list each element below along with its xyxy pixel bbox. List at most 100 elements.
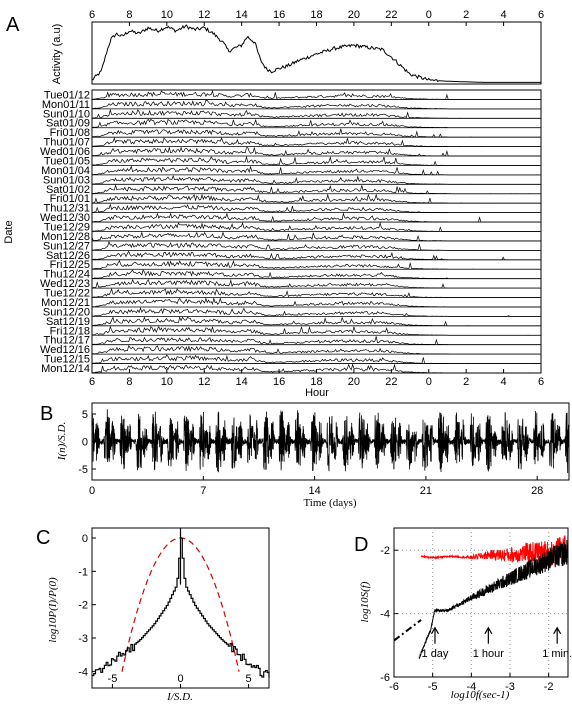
panel-c-y-axis-label: log10P(I)/P(0) [47,577,59,643]
actogram-tick-label: 12 [198,376,210,388]
panel-c-x-axis-label: I/S.D. [166,691,193,703]
actogram-row-label: Tue12/15 [44,354,90,366]
actogram-row-trace [92,165,540,176]
panel-d-x-tick-label: -3 [505,681,515,693]
actogram-row-label: Sat01/02 [46,184,90,196]
panel-c-y-tick-label: -2 [78,600,88,612]
actogram-row-trace [91,240,540,251]
panel-label-d: D [354,534,368,556]
panel-b-y-tick-label: -5 [78,464,88,476]
annotation-label: 1 min. [542,648,572,660]
actogram-row-trace [91,221,540,232]
actogram-row-trace [91,316,540,327]
actogram-row-label: Wed01/06 [40,146,90,158]
actogram-row-label: Mon01/11 [42,99,90,111]
power-law-fit-line [393,619,422,642]
panel-d-y-tick-label: -6 [380,672,390,684]
actogram-row-label: Sat12/19 [46,316,90,328]
actogram-row-label: Sun01/03 [43,174,90,186]
panel-b-y-tick-label: 5 [82,409,88,421]
actogram-tick-label: 2 [463,376,469,388]
activity-tick-label: 6 [538,9,544,21]
activity-tick-label: 22 [385,9,397,21]
actogram-row-trace [91,108,540,119]
actogram-row-label: Fri12/25 [50,259,90,271]
panel-a-actogram: Tue01/12Mon01/11Sun01/10Sat01/09Fri01/08… [3,89,544,399]
panel-b-x-tick-label: 21 [420,485,432,497]
activity-tick-label: 12 [198,9,210,21]
actogram-row-trace [91,297,540,308]
actogram-bottom-tick-labels: 6 8 10 12 14 16 18 20 22 0 2 4 6 [89,369,544,388]
annotation-label: 1 hour [473,648,505,660]
panel-d-annotations: 1 day 1 hour 1 min. [422,626,572,660]
actogram-row-label: Wed12/16 [40,344,90,356]
activity-profile-line [91,24,541,83]
actogram-row-trace [91,344,540,355]
panel-c-y-tick-label: 0 [82,533,88,545]
panel-label-a: A [6,14,20,36]
actogram-row-trace [91,278,540,289]
actogram-row-trace [91,203,540,213]
actogram-row-label: Fri01/08 [50,127,90,139]
actogram-row-label: Thu12/31 [44,203,90,215]
panel-d-y-tick-label: -4 [380,609,390,621]
actogram-row-trace [91,137,540,147]
activity-tick-label: 2 [463,9,469,21]
actogram-rows: Tue01/12Mon01/11Sun01/10Sat01/09Fri01/08… [40,89,541,375]
empirical-distribution-curve [92,528,270,678]
actogram-row-trace [91,212,540,223]
panel-c-ticks: -5 0 5 0 -1 -2 -3 -4 [78,533,252,688]
actogram-row-label: Mon01/04 [41,165,90,177]
actogram-tick-label: 22 [385,376,397,388]
actogram-row-label: Mon12/14 [41,363,90,375]
panel-c-x-tick-label: 5 [246,673,252,685]
actogram-row-label: Mon12/28 [41,231,90,243]
actogram-y-axis-label: Date [3,220,15,243]
actogram-row-trace [92,174,540,185]
actogram-tick-label: 6 [538,376,544,388]
actogram-row-trace [91,146,540,157]
panel-c-plot: -5 0 5 0 -1 -2 -3 -4 log10P(I)/P(0) I/S.D. [47,527,270,703]
actogram-row-trace [91,118,540,129]
actogram-row-label: Sun12/27 [43,240,90,252]
actogram-row-label: Sun12/20 [43,306,90,318]
panel-b-y-axis-label: I(n)/S.D. [56,422,68,462]
actogram-row-trace [92,89,540,100]
activity-tick-label: 18 [310,9,322,21]
panel-label-c: C [36,527,50,549]
actogram-row-label: Thu01/07 [44,137,90,149]
panel-d-plot: -6 -5 -4 -3 -2 -2 -4 -6 1 day 1 hour 1 min. log10… [359,527,572,701]
actogram-row-trace [91,363,540,374]
actogram-row-label: Sat12/26 [46,250,90,262]
actogram-row-label: Wed12/23 [40,278,90,290]
actogram-tick-label: 14 [236,376,248,388]
panel-d-y-tick-label: -2 [380,545,390,557]
panel-c-y-tick-label: -3 [78,633,88,645]
actogram-row-label: Thu12/24 [44,269,90,281]
activity-tick-label: 0 [426,9,432,21]
actogram-row-trace [91,260,540,270]
actogram-row-trace [91,184,540,195]
actogram-tick-label: 16 [273,376,285,388]
panel-c-y-tick-label: -4 [78,666,88,678]
panel-c-x-tick-label: -5 [108,673,118,685]
panel-d-x-tick-label: -4 [466,681,476,693]
panel-b-signal [91,409,570,474]
panel-b-x-tick-label: 7 [200,485,206,497]
actogram-row-trace [91,100,540,110]
annotation-arrow-head [430,626,440,635]
actogram-row-trace [91,269,540,280]
panel-label-b: B [40,403,53,425]
actogram-row-label: Tue01/12 [44,89,90,101]
actogram-tick-label: 6 [89,376,95,388]
panel-d-x-tick-label: -5 [428,681,438,693]
panel-d-frame [393,527,569,678]
actogram-row-trace [91,250,540,261]
actogram-tick-label: 20 [348,376,360,388]
actogram-row-label: Fri12/18 [50,325,90,337]
actogram-row-trace [91,336,540,346]
actogram-tick-label: 18 [310,376,322,388]
actogram-tick-label: 8 [126,376,132,388]
